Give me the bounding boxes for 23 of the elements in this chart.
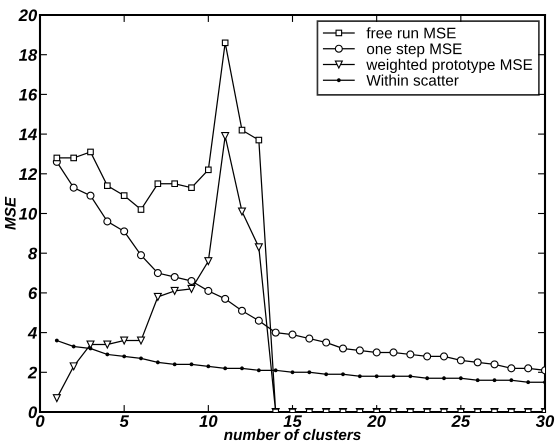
legend-label: weighted prototype MSE [366, 58, 532, 74]
x-tick-label: 30 [536, 415, 554, 428]
y-tick-label: 12 [18, 168, 38, 180]
y-tick-label: 0 [28, 406, 38, 418]
x-tick-label: 25 [451, 415, 470, 428]
legend-label: Within scatter [366, 74, 459, 86]
legend-label: free run MSE [366, 27, 456, 38]
y-tick-label: 4 [28, 327, 37, 339]
y-tick-label: 2 [28, 366, 38, 378]
y-axis-title: MSE [4, 196, 16, 230]
y-tick-label: 10 [18, 208, 38, 220]
legend-label: one step MSE [366, 43, 462, 58]
x-tick-label: 5 [120, 415, 129, 428]
y-tick-label: 18 [18, 49, 38, 61]
y-tick-label: 14 [18, 128, 37, 140]
y-tick-label: 16 [18, 88, 38, 101]
x-tick-label: 20 [367, 415, 386, 428]
x-tick-label: 10 [199, 415, 218, 428]
y-tick-label: 8 [28, 248, 38, 260]
x-axis-title: number of clusters [224, 428, 361, 440]
x-tick-label: 15 [284, 415, 302, 428]
y-tick-label: 20 [18, 9, 38, 22]
y-tick-label: 6 [28, 287, 38, 300]
